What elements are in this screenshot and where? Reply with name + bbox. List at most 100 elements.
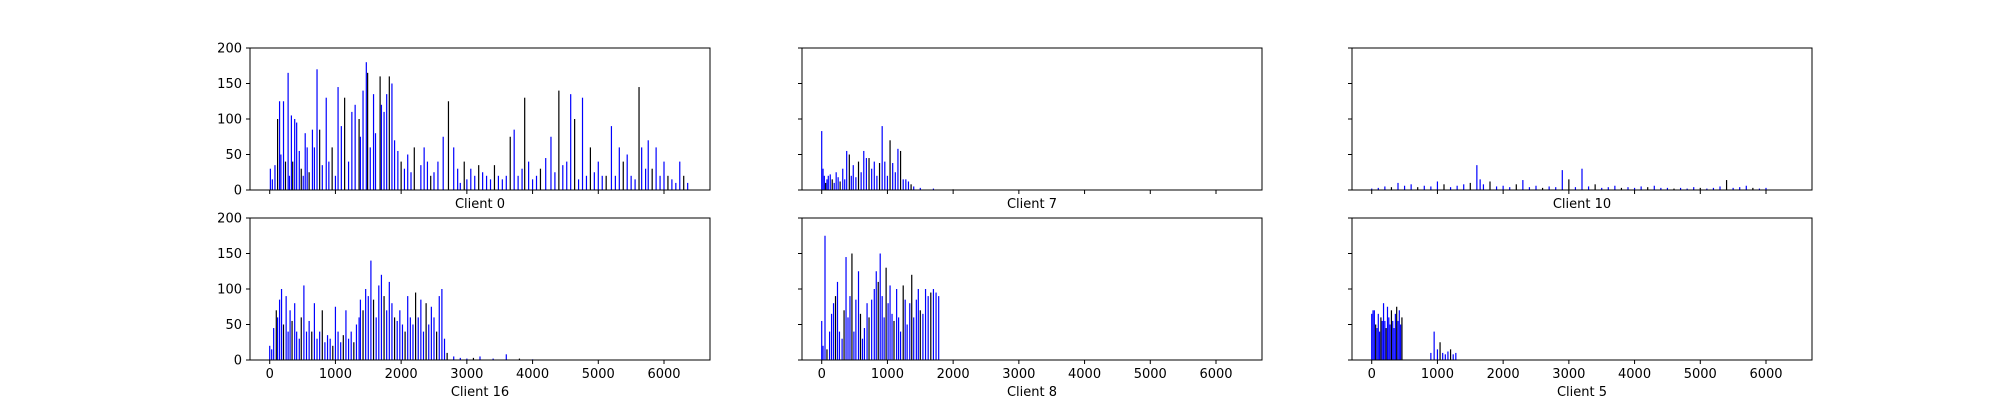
- bar: [1555, 187, 1557, 190]
- bar: [904, 299, 906, 360]
- subplot-5: 0 1000 2000 3000 4000 5000 6000 Client 5: [1348, 217, 1813, 400]
- bar: [907, 181, 910, 190]
- bar: [409, 317, 411, 360]
- bar: [1620, 187, 1623, 190]
- bar: [417, 317, 419, 360]
- bar: [319, 129, 321, 190]
- subplot-3: 0 1000 2000 3000 4000 5000 6000 0 50 100 150 200 Cli…: [217, 212, 711, 400]
- bar: [300, 168, 302, 190]
- bar: [1495, 186, 1498, 190]
- bar: [463, 161, 465, 190]
- bar: [886, 175, 889, 190]
- bar: [849, 296, 851, 360]
- bar: [891, 313, 893, 360]
- bar: [915, 299, 917, 360]
- x-tick-label: 1000: [871, 367, 904, 382]
- bar: [852, 165, 854, 190]
- bar: [319, 331, 321, 360]
- bar: [1449, 349, 1452, 360]
- bar: [922, 313, 924, 360]
- bar: [841, 338, 843, 360]
- bar: [1449, 187, 1452, 190]
- bar: [420, 165, 422, 190]
- bar: [399, 310, 401, 360]
- bar: [501, 179, 503, 190]
- bar: [911, 274, 913, 360]
- bar: [545, 158, 547, 190]
- bar: [601, 175, 603, 190]
- x-tick-label: 3000: [450, 367, 483, 382]
- bar: [296, 331, 298, 360]
- bar: [1430, 186, 1432, 190]
- bar: [379, 76, 381, 190]
- bar: [1410, 184, 1412, 190]
- bar: [353, 342, 355, 360]
- bar: [1653, 185, 1655, 190]
- y-tick-label: 200: [217, 212, 242, 227]
- bar: [618, 147, 620, 190]
- bar: [1739, 187, 1741, 190]
- subplot-4: 0 1000 2000 3000 4000 5000 6000 Client 8: [798, 217, 1263, 400]
- bar: [359, 299, 361, 360]
- bar: [550, 136, 552, 190]
- bar: [1679, 187, 1682, 190]
- bar: [288, 175, 291, 190]
- bar: [410, 172, 412, 190]
- bar: [433, 172, 435, 190]
- bar: [889, 285, 891, 360]
- bar: [1568, 179, 1570, 190]
- bar: [328, 161, 330, 190]
- bar: [403, 168, 406, 190]
- bar: [370, 260, 372, 360]
- bar: [647, 140, 649, 190]
- bar: [404, 331, 406, 360]
- bar: [302, 175, 304, 190]
- bar: [306, 147, 308, 190]
- bar: [683, 175, 685, 190]
- bar: [897, 148, 899, 190]
- bar: [823, 175, 825, 190]
- bar: [824, 235, 826, 360]
- bar: [443, 338, 446, 360]
- bar: [1765, 187, 1767, 190]
- bar: [316, 338, 318, 360]
- bar: [1397, 182, 1399, 190]
- bar: [863, 328, 866, 360]
- x-tick-label: 0: [818, 367, 826, 382]
- bar: [1489, 181, 1491, 190]
- bar: [459, 357, 461, 360]
- bar: [269, 168, 271, 190]
- bar: [492, 358, 494, 360]
- bar: [868, 158, 870, 190]
- bar: [524, 97, 526, 190]
- bar: [1373, 310, 1375, 360]
- bar: [413, 147, 415, 190]
- bar: [826, 349, 828, 360]
- bar: [539, 168, 542, 190]
- bar: [420, 299, 422, 360]
- bar: [1381, 320, 1383, 360]
- bar: [1384, 186, 1386, 190]
- bar: [883, 317, 885, 360]
- bar: [528, 161, 530, 190]
- bar: [397, 150, 399, 190]
- bar: [358, 119, 360, 190]
- bar: [873, 289, 875, 360]
- bar: [879, 253, 881, 360]
- bar: [311, 331, 313, 360]
- bar: [860, 172, 862, 190]
- bar: [919, 187, 921, 190]
- bar: [466, 358, 468, 360]
- bar: [610, 126, 613, 190]
- bar: [425, 303, 427, 360]
- bar: [855, 177, 857, 190]
- bar: [291, 320, 293, 360]
- bar: [351, 111, 353, 190]
- bar: [321, 165, 323, 190]
- bar: [423, 147, 425, 190]
- bar: [589, 147, 591, 190]
- bar: [296, 122, 298, 190]
- bar: [337, 87, 339, 190]
- bar: [641, 147, 643, 190]
